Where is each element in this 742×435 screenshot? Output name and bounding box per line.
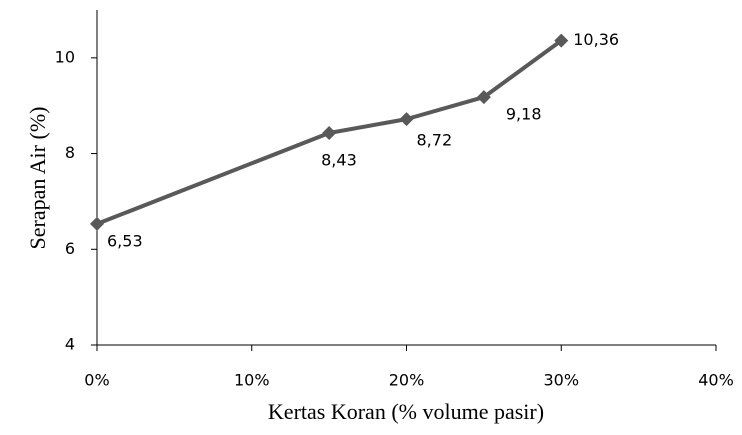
y-axis-label: Serapan Air (%) [25, 107, 50, 250]
marker [90, 216, 104, 231]
x-tick-label: 10% [234, 371, 270, 390]
marker [399, 112, 414, 127]
data-label: 6,53 [107, 231, 143, 250]
data-label: 9,18 [506, 105, 542, 124]
x-axis-label: Kertas Koran (% volume pasir) [268, 399, 544, 424]
x-tick-label: 20% [389, 371, 425, 390]
x-tick-label: 40% [698, 371, 734, 390]
data-label: 8,72 [417, 131, 453, 150]
data-label: 8,43 [321, 150, 357, 169]
marker [476, 90, 491, 105]
x-tick-label: 30% [543, 371, 579, 390]
data-label: 10,36 [573, 30, 619, 49]
x-tick-label: 0% [84, 371, 109, 390]
marker [554, 33, 569, 48]
marker [322, 125, 337, 140]
y-tick-label: 4 [65, 335, 75, 354]
y-tick-label: 6 [65, 239, 75, 258]
y-tick-label: 8 [65, 143, 75, 162]
y-tick-label: 10 [55, 47, 75, 66]
